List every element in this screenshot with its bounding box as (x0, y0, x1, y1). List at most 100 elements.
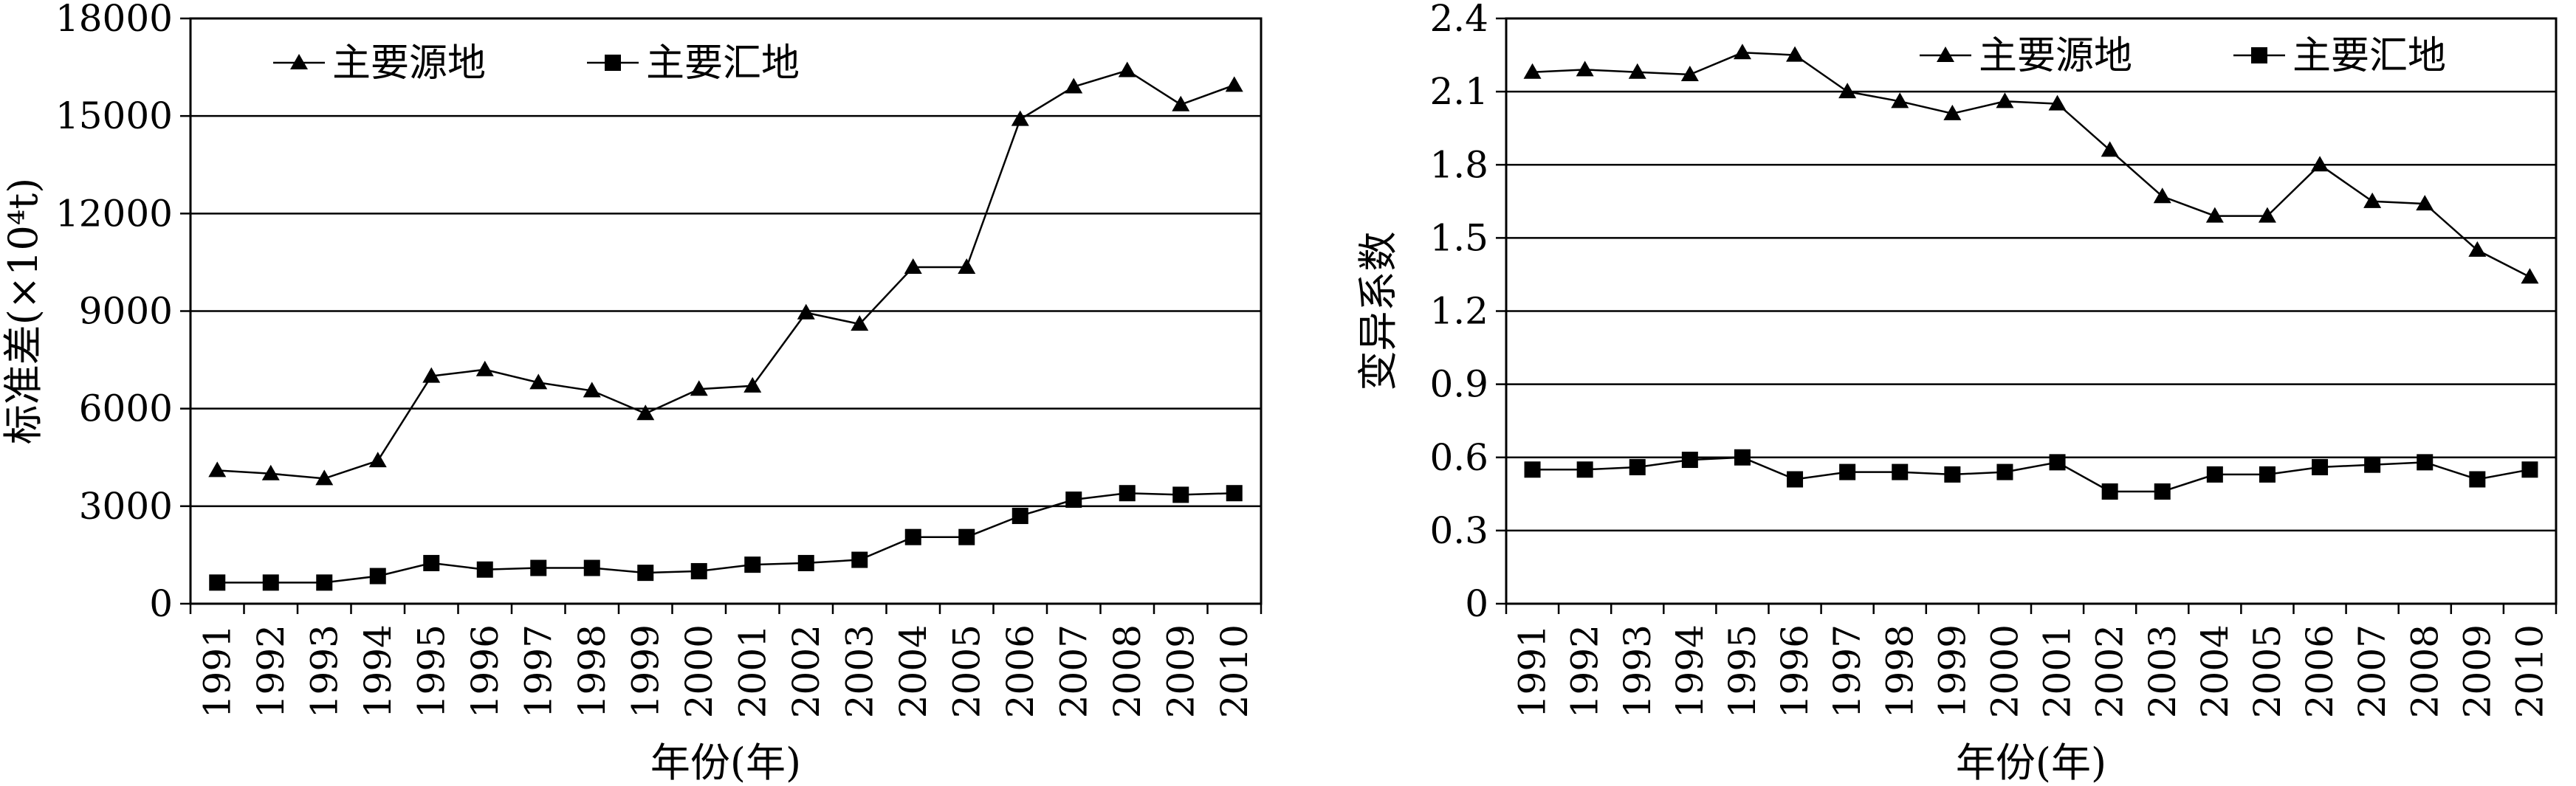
data-point-triangle (743, 376, 762, 393)
data-point-square (262, 574, 279, 591)
x-tick-label: 2007 (2351, 624, 2394, 718)
data-point-triangle (1172, 95, 1190, 111)
data-point-square (1892, 463, 1909, 480)
x-tick-label: 1999 (1931, 624, 1974, 718)
data-point-triangle (1838, 83, 1857, 99)
x-tick-label: 2008 (2403, 624, 2446, 718)
x-tick-label: 1998 (571, 624, 614, 718)
data-point-triangle (422, 367, 441, 383)
data-point-triangle (1786, 46, 1804, 62)
data-point-square (369, 568, 386, 585)
data-point-triangle (851, 315, 869, 331)
data-point-square (1839, 463, 1856, 480)
y-tick-label: 12000 (55, 192, 173, 235)
x-tick-label: 2006 (2298, 624, 2341, 718)
data-point-triangle (583, 382, 601, 398)
x-tick-label: 2007 (1052, 624, 1095, 718)
x-tick-label: 2003 (838, 624, 881, 718)
x-tick-label: 1999 (624, 624, 667, 718)
data-point-square (904, 528, 921, 545)
x-tick-label: 1992 (1564, 624, 1607, 718)
x-tick-label: 2001 (2036, 624, 2079, 718)
series-line (1532, 456, 2530, 493)
data-point-triangle (904, 258, 922, 275)
x-tick-label: 1997 (1826, 624, 1869, 718)
data-point-square (1119, 485, 1136, 502)
x-tick-label: 2004 (892, 624, 935, 718)
data-point-square (583, 559, 600, 576)
data-point-triangle (2363, 192, 2382, 208)
x-tick-label: 1995 (410, 624, 453, 718)
data-point-square (851, 551, 868, 568)
data-point-triangle (529, 373, 548, 390)
x-tick-label: 2000 (1983, 624, 2026, 718)
data-point-triangle (315, 469, 334, 486)
data-point-square (476, 561, 493, 578)
data-point-triangle (1576, 61, 1594, 77)
data-point-triangle (475, 360, 494, 376)
data-point-triangle (1891, 92, 1909, 108)
data-point-triangle (1628, 63, 1646, 79)
data-point-square (1734, 449, 1751, 466)
x-tick-label: 2003 (2141, 624, 2184, 718)
data-point-square (744, 556, 761, 573)
legend-label: 主要源地 (1979, 34, 2132, 78)
data-point-square (958, 528, 975, 545)
data-point-triangle (797, 303, 815, 320)
x-tick-label: 2010 (2508, 624, 2551, 718)
data-point-triangle (2048, 94, 2067, 111)
data-point-square (316, 574, 333, 591)
data-point-triangle (1943, 104, 1962, 120)
data-point-square (2521, 461, 2538, 478)
data-point-square (2364, 456, 2381, 473)
y-tick-label: 2.1 (1429, 70, 1488, 113)
series-2 (209, 485, 1243, 591)
y-tick-label: 0.9 (1429, 363, 1488, 406)
y-tick-label: 0.3 (1429, 509, 1488, 552)
x-tick-label: 2010 (1213, 624, 1256, 718)
data-point-square (2206, 466, 2223, 483)
x-tick-label: 1997 (517, 624, 560, 718)
data-point-square (1524, 461, 1541, 478)
y-tick-label: 0.6 (1429, 436, 1488, 479)
x-tick-label: 2002 (785, 624, 828, 718)
series-1 (1523, 44, 2539, 284)
data-point-triangle (1996, 92, 2014, 108)
data-point-square (1996, 463, 2013, 480)
data-point-square (797, 554, 814, 571)
y-tick-label: 1.8 (1429, 143, 1488, 186)
data-point-square (2312, 458, 2329, 475)
x-tick-label: 1994 (357, 624, 399, 718)
chart-1: 0 3000 6000 9000 12000 15000 18000 1991 1992 1993… (0, 0, 1263, 786)
data-point-square (690, 562, 707, 579)
x-tick-label: 2005 (945, 624, 988, 718)
x-tick-label: 1992 (250, 624, 292, 718)
x-tick-label: 2009 (2456, 624, 2498, 718)
x-tick-label: 2002 (2089, 624, 2132, 718)
data-point-square (2417, 454, 2434, 471)
data-point-triangle (1680, 65, 1699, 81)
y-tick-label: 6000 (79, 387, 173, 430)
data-point-triangle (290, 54, 308, 69)
data-point-triangle (690, 380, 708, 396)
series-line (217, 69, 1235, 480)
y-tick-label: 18000 (55, 0, 173, 40)
data-point-square (1226, 485, 1243, 502)
data-point-triangle (1225, 76, 1243, 92)
data-point-square (2251, 47, 2267, 63)
data-point-triangle (2153, 187, 2171, 204)
data-point-square (2154, 483, 2171, 500)
x-tick-label: 1993 (303, 624, 346, 718)
data-point-square (209, 574, 226, 591)
x-tick-label: 1991 (196, 624, 238, 718)
data-point-triangle (368, 452, 387, 468)
data-point-triangle (1733, 44, 1751, 60)
data-point-square (1629, 458, 1646, 475)
x-tick-label: 1996 (1773, 624, 1816, 718)
data-point-square (530, 559, 547, 576)
x-tick-label: 2001 (731, 624, 774, 718)
data-point-square (605, 55, 621, 71)
x-tick-label: 1993 (1616, 624, 1659, 718)
